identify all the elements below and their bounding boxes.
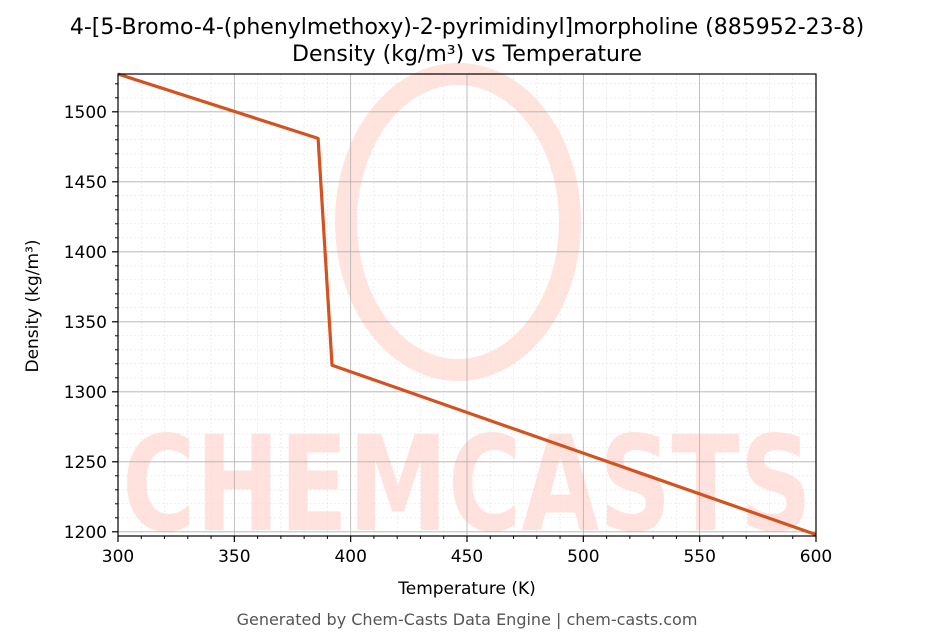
y-tick-label: 1450	[64, 173, 107, 193]
x-tick-label: 350	[218, 547, 250, 567]
y-tick-label: 1250	[64, 453, 107, 473]
footer-credit: Generated by Chem-Casts Data Engine | ch…	[237, 610, 698, 629]
watermark-ring-icon	[335, 63, 581, 381]
chart-subtitle: Density (kg/m³) vs Temperature	[292, 42, 642, 67]
x-tick-label: 600	[800, 547, 832, 567]
chart-title: 4-[5-Bromo-4-(phenylmethoxy)-2-pyrimidin…	[70, 15, 864, 40]
x-tick-label: 400	[334, 547, 366, 567]
y-tick-label: 1500	[64, 103, 107, 123]
x-tick-label: 550	[683, 547, 715, 567]
x-tick-label: 450	[451, 547, 483, 567]
y-axis-label: Density (kg/m³)	[23, 239, 43, 372]
y-tick-label: 1300	[64, 383, 107, 403]
x-tick-label: 300	[102, 547, 134, 567]
y-tick-label: 1400	[64, 243, 107, 263]
series-layer	[117, 72, 817, 537]
y-tick-label: 1350	[64, 313, 107, 333]
y-tick-label: 1200	[64, 523, 107, 543]
x-tick-label: 500	[567, 547, 599, 567]
density-series-line	[117, 72, 817, 537]
x-axis-label: Temperature (K)	[397, 579, 536, 599]
axis-ticks: 300 350 400 450 500 550 600 1200 1250 1300 1350 140…	[64, 83, 832, 567]
